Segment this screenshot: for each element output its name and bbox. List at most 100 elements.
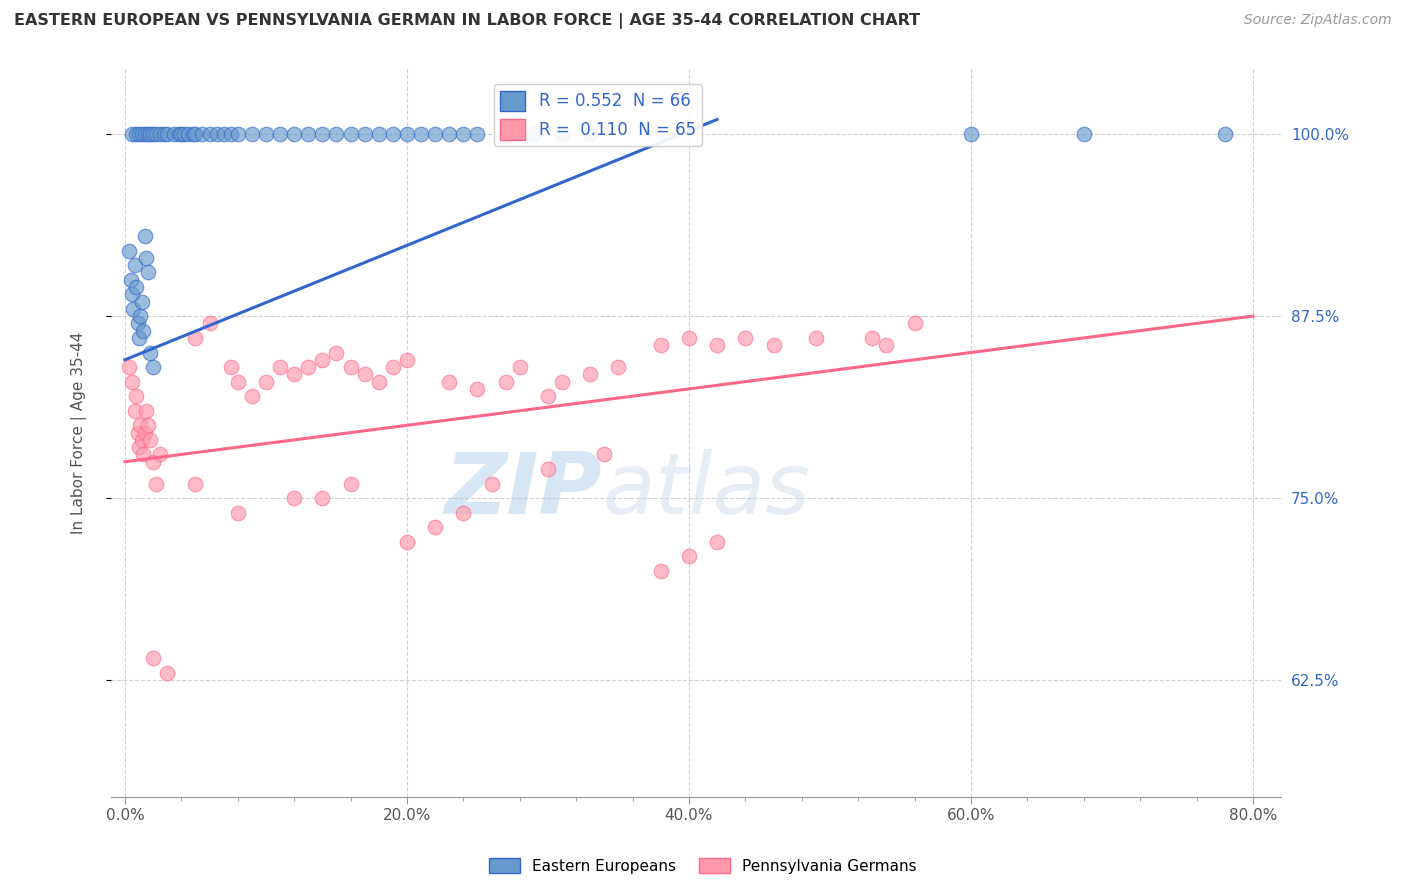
Point [153, 127, 176, 141]
Point [226, 375, 249, 389]
Point [198, 317, 221, 331]
Point [170, 127, 193, 141]
Point [173, 127, 195, 141]
Point [136, 265, 159, 279]
Point [139, 345, 162, 359]
Point [537, 389, 560, 403]
Point [367, 127, 389, 141]
Point [903, 317, 925, 331]
Point [607, 360, 630, 375]
Point [121, 287, 143, 301]
Point [163, 127, 186, 141]
Point [121, 375, 143, 389]
Point [127, 425, 149, 440]
Point [353, 127, 375, 141]
Point [381, 127, 404, 141]
Point [678, 331, 700, 345]
Point [409, 127, 432, 141]
Point [136, 418, 159, 433]
Point [860, 331, 883, 345]
Point [297, 127, 319, 141]
Point [121, 127, 143, 141]
Point [339, 360, 361, 375]
Point [804, 331, 827, 345]
Point [136, 127, 159, 141]
Point [481, 476, 503, 491]
Point [132, 324, 155, 338]
Point [523, 127, 546, 141]
Point [142, 360, 165, 375]
Point [875, 338, 897, 352]
Point [156, 665, 179, 680]
Point [395, 534, 418, 549]
Point [269, 127, 291, 141]
Point [311, 127, 333, 141]
Point [311, 491, 333, 505]
Point [219, 360, 242, 375]
Point [283, 368, 305, 382]
Point [1073, 127, 1095, 141]
Point [212, 127, 235, 141]
Point [125, 280, 148, 294]
Y-axis label: In Labor Force | Age 35-44: In Labor Force | Age 35-44 [72, 332, 87, 533]
Point [135, 403, 157, 417]
Point [537, 462, 560, 476]
Point [149, 127, 172, 141]
Point [135, 251, 157, 265]
Point [177, 127, 200, 141]
Point [132, 447, 155, 461]
Point [167, 127, 190, 141]
Point [395, 127, 418, 141]
Point [650, 564, 672, 578]
Point [1213, 127, 1236, 141]
Point [269, 360, 291, 375]
Point [254, 375, 277, 389]
Point [125, 389, 148, 403]
Point [198, 127, 221, 141]
Point [593, 447, 616, 461]
Point [205, 127, 228, 141]
Point [142, 455, 165, 469]
Point [134, 425, 156, 440]
Point [283, 491, 305, 505]
Point [191, 127, 214, 141]
Point [149, 447, 172, 461]
Point [762, 338, 785, 352]
Point [367, 375, 389, 389]
Point [125, 127, 148, 141]
Point [128, 331, 150, 345]
Point [120, 273, 142, 287]
Point [339, 476, 361, 491]
Point [184, 127, 207, 141]
Point [734, 331, 756, 345]
Point [283, 127, 305, 141]
Point [579, 127, 602, 141]
Point [439, 375, 461, 389]
Point [254, 127, 277, 141]
Point [960, 127, 983, 141]
Point [184, 331, 207, 345]
Point [509, 360, 531, 375]
Text: Source: ZipAtlas.com: Source: ZipAtlas.com [1244, 13, 1392, 28]
Point [139, 127, 162, 141]
Text: ZIP: ZIP [444, 450, 602, 533]
Point [226, 127, 249, 141]
Point [131, 127, 153, 141]
Point [467, 127, 489, 141]
Point [127, 317, 149, 331]
Point [678, 549, 700, 564]
Point [297, 360, 319, 375]
Point [122, 301, 145, 316]
Point [134, 127, 156, 141]
Point [226, 506, 249, 520]
Point [339, 127, 361, 141]
Point [128, 127, 150, 141]
Point [145, 127, 167, 141]
Point [118, 360, 141, 375]
Point [124, 258, 146, 272]
Point [156, 127, 179, 141]
Point [124, 403, 146, 417]
Point [353, 368, 375, 382]
Point [129, 309, 152, 323]
Point [240, 389, 263, 403]
